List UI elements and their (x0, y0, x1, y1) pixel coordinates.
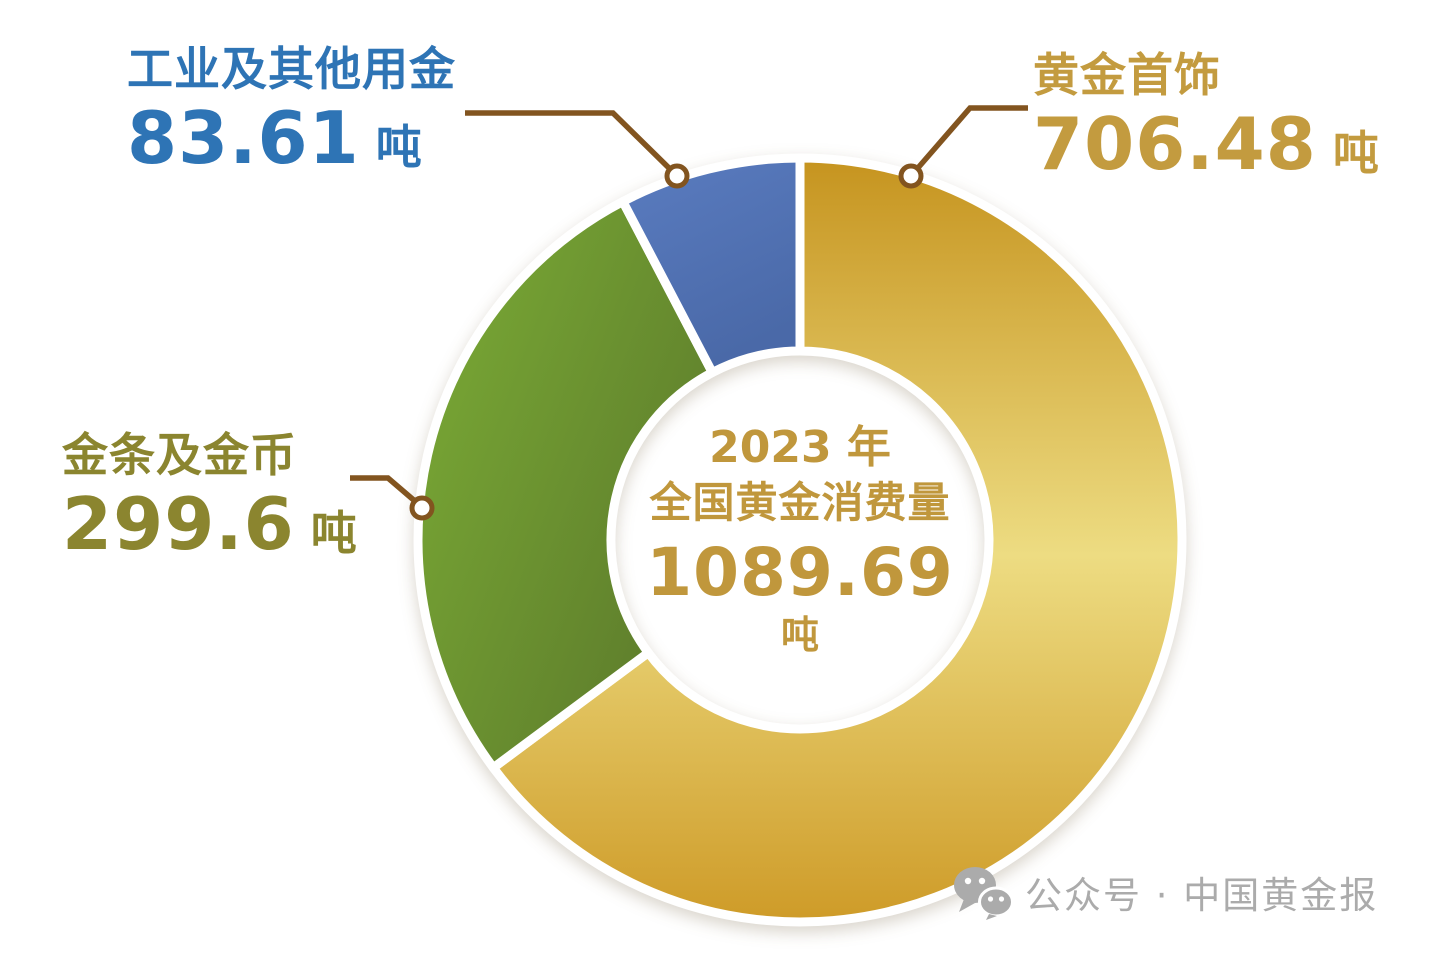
callout-jewelry-value-row: 706.48 吨 (1033, 108, 1379, 180)
wechat-icon (953, 864, 1014, 920)
callout-industrial-unit: 吨 (375, 120, 422, 174)
leader-lines (350, 105, 1028, 521)
callout-bars-coins-value-row: 299.6 吨 (62, 488, 357, 560)
callout-jewelry: 黄金首饰 706.48 吨 (1033, 52, 1379, 180)
donut-slices (413, 153, 1187, 927)
leader-dot-jewelry (898, 163, 924, 189)
center-total-value: 1089.69 (646, 534, 954, 611)
callout-industrial-value: 83.61 (127, 96, 360, 180)
callout-bars-coins-unit: 吨 (310, 506, 357, 560)
leader-dot-bars-coins (409, 495, 435, 521)
callout-industrial-value-row: 83.61 吨 (127, 102, 456, 174)
center-year: 2023 年 (709, 422, 891, 473)
leader-line-jewelry (914, 105, 1028, 171)
callout-jewelry-value: 706.48 (1033, 102, 1317, 186)
slice-bars-coins (413, 197, 717, 773)
watermark: 公众号 · 中国黄金报 (953, 864, 1378, 920)
center-title: 全国黄金消费量 (649, 478, 951, 527)
leader-line-industrial (465, 110, 673, 172)
leader-dot-industrial (664, 163, 690, 189)
callout-jewelry-unit: 吨 (1332, 126, 1379, 180)
leader-line-bars-coins (350, 475, 418, 505)
watermark-text: 公众号 · 中国黄金报 (1025, 874, 1379, 917)
callout-jewelry-title: 黄金首饰 (1033, 48, 1221, 102)
slice-jewelry (488, 153, 1187, 927)
callout-bars-coins: 金条及金币 299.6 吨 (62, 432, 357, 560)
callout-industrial: 工业及其他用金 83.61 吨 (127, 46, 456, 174)
callout-bars-coins-value: 299.6 (62, 482, 295, 566)
center-total-unit: 吨 (780, 613, 820, 657)
donut-center-label: 2023 年 全国黄金消费量 1089.69 吨 (646, 422, 954, 657)
callout-bars-coins-title: 金条及金币 (62, 428, 297, 482)
callout-industrial-title: 工业及其他用金 (127, 42, 456, 96)
